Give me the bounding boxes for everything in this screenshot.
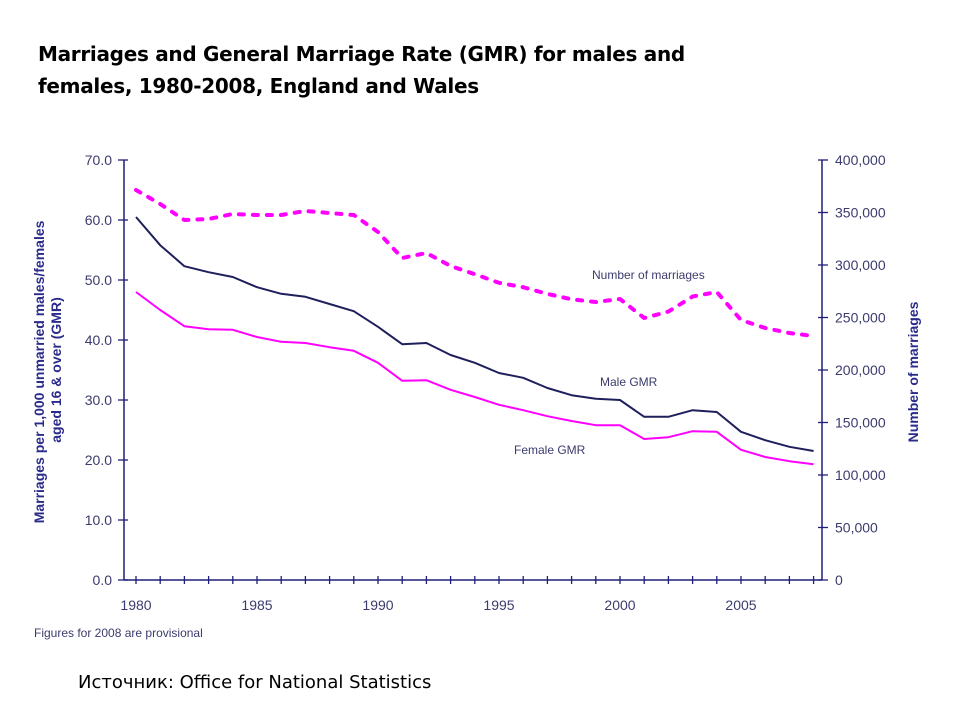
slide-title: Marriages and General Marriage Rate (GMR…: [38, 42, 685, 98]
y-tick-label-right: 0: [835, 572, 843, 588]
y-tick-label-left: 70.0: [85, 152, 112, 168]
x-tick-label: 1990: [362, 597, 393, 613]
y-tick-label-right: 50,000: [835, 520, 878, 536]
x-tick-label: 1995: [483, 597, 514, 613]
y-tick-label-left: 10.0: [85, 512, 112, 528]
x-tick-label: 1980: [120, 597, 151, 613]
series-line-number-of-marriages: [134, 188, 816, 338]
y-tick-label-left: 30.0: [85, 392, 112, 408]
y-tick-label-left: 60.0: [85, 212, 112, 228]
series-line-male-gmr: [135, 216, 814, 452]
y-axis-title-left: Marriages per 1,000 unmarried males/fema…: [31, 217, 64, 524]
source-note: Источник: Office for National Statistics: [78, 672, 432, 693]
y-tick-label-right: 150,000: [835, 415, 886, 431]
y-tick-label-right: 250,000: [835, 310, 886, 326]
series-label-female: Female GMR: [514, 443, 586, 457]
y-tick-label-right: 400,000: [835, 152, 886, 168]
x-tick-label: 1985: [241, 597, 272, 613]
x-tick-label: 2000: [604, 597, 635, 613]
y-tick-label-left: 40.0: [85, 332, 112, 348]
series-label-marriages: Number of marriages: [592, 268, 705, 282]
chart-note: Figures for 2008 are provisional: [34, 626, 203, 640]
chart-labels: 0.0 10.0 20.0 30.0 40.0 50.0 60.0 70.0 0 50,000 10…: [85, 152, 886, 613]
y-tick-label-right: 200,000: [835, 362, 886, 378]
series-label-male: Male GMR: [600, 375, 658, 389]
y-tick-label-left: 0.0: [93, 572, 113, 588]
axes: [118, 159, 828, 584]
y-tick-label-left: 20.0: [85, 452, 112, 468]
y-tick-label-right: 300,000: [835, 257, 886, 273]
chart-marks: [134, 188, 816, 466]
series-line-female-gmr: [135, 291, 814, 466]
y-axis-title-right: Number of marriages: [905, 301, 921, 442]
y-tick-label-left: 50.0: [85, 272, 112, 288]
y-tick-label-right: 100,000: [835, 467, 886, 483]
y-tick-label-right: 350,000: [835, 205, 886, 221]
x-tick-label: 2005: [725, 597, 756, 613]
